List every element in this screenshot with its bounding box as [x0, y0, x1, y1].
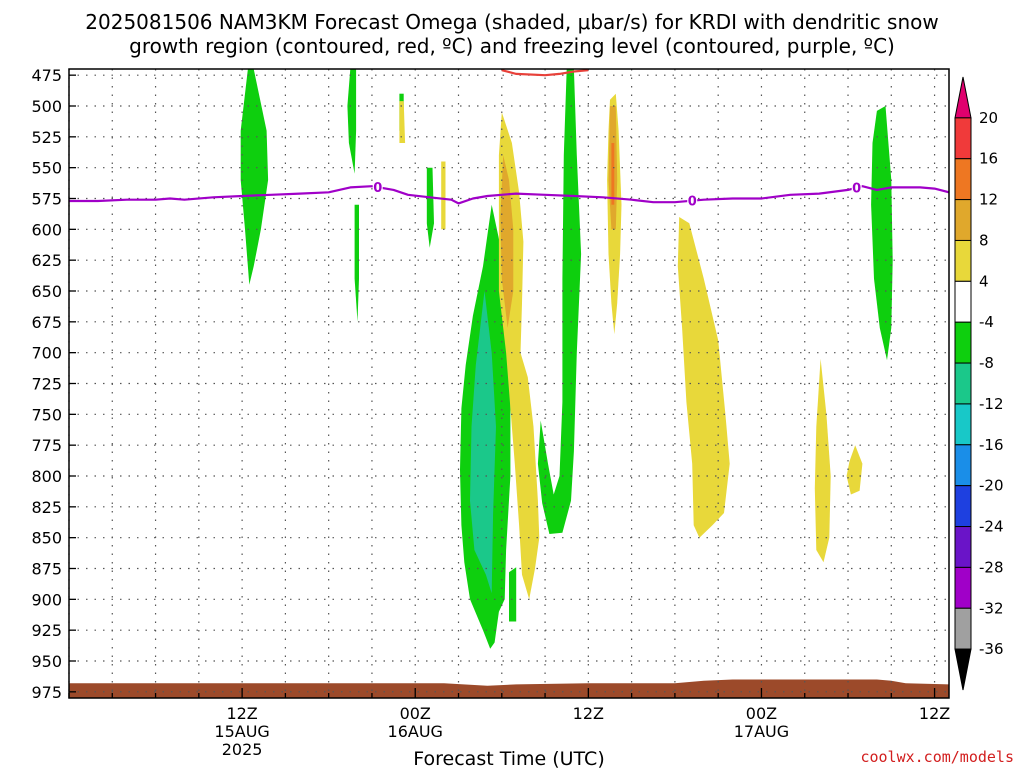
colorbar-label: -24 — [979, 518, 1004, 536]
y-axis: 475 500 525 550 575 600 625 650 675 700 725 750 775 8… — [31, 66, 76, 702]
terrain-fill — [69, 679, 949, 698]
y-tick-label: 875 — [31, 560, 62, 579]
chart-title-line2: growth region (contoured, red, ºC) and f… — [129, 34, 895, 58]
credit-text: coolwx.com/models — [860, 748, 1014, 766]
colorbar-label: 4 — [979, 272, 989, 290]
x-axis-label: Forecast Time (UTC) — [413, 748, 604, 768]
freezing-label-bg — [372, 179, 383, 195]
colorbar-label: -16 — [979, 436, 1004, 454]
colorbar-label: -8 — [979, 354, 994, 372]
y-tick-label: 675 — [31, 313, 62, 332]
omega-region — [354, 204, 359, 322]
colorbar-segment — [954, 321, 972, 364]
omega-region — [814, 358, 831, 563]
omega-region — [240, 69, 269, 285]
omega-region — [399, 101, 406, 143]
colorbar-segment — [954, 403, 972, 446]
colorbar-label: -36 — [979, 640, 1004, 658]
x-tick-label: 12Z — [226, 704, 257, 723]
x-tick-label: 00Z — [746, 704, 777, 723]
freezing-label-bg — [687, 192, 698, 208]
colorbar-label: 16 — [979, 150, 998, 168]
colorbar-segment — [954, 607, 972, 650]
y-tick-label: 475 — [31, 66, 62, 85]
snow-growth-contour — [501, 69, 589, 77]
y-tick-label: 975 — [31, 683, 62, 702]
colorbar-segment — [954, 526, 972, 568]
y-tick-label: 500 — [31, 97, 62, 116]
colorbar-segment — [954, 280, 972, 323]
omega-layer — [240, 69, 893, 649]
colorbar-segment — [954, 158, 972, 201]
colorbar-label: -20 — [979, 477, 1004, 495]
y-tick-label: 550 — [31, 159, 62, 178]
y-tick-label: 575 — [31, 190, 62, 209]
x-tick-label: 12Z — [573, 704, 604, 723]
freezing-level-label: 0 — [688, 195, 697, 210]
y-tick-label: 900 — [31, 590, 62, 609]
omega-region — [441, 161, 446, 230]
contour-layer: 0 0 0 — [69, 69, 949, 210]
colorbar-segment — [954, 239, 972, 282]
colorbar-cap-bottom — [954, 648, 972, 691]
colorbar-label: -4 — [979, 313, 994, 331]
colorbar-segment — [954, 444, 972, 487]
omega-region — [846, 445, 863, 495]
freezing-level-line — [69, 185, 949, 205]
x-tick-label: 16AUG — [388, 722, 443, 741]
colorbar-label: 8 — [979, 231, 989, 249]
omega-region — [871, 106, 893, 361]
freezing-label-bg — [851, 179, 862, 195]
y-tick-label: 625 — [31, 251, 62, 270]
y-tick-label: 825 — [31, 498, 62, 517]
y-tick-label: 725 — [31, 375, 62, 394]
y-tick-label: 525 — [31, 128, 62, 147]
y-tick-label: 650 — [31, 282, 62, 301]
omega-region — [537, 69, 582, 534]
omega-region — [611, 143, 615, 205]
colorbar-label: -28 — [979, 558, 1004, 576]
colorbar-label: 12 — [979, 191, 998, 209]
y-tick-label: 700 — [31, 344, 62, 363]
colorbar-label: -32 — [979, 599, 1004, 617]
chart-title-line1: 2025081506 NAM3KM Forecast Omega (shaded… — [85, 10, 938, 34]
y-tick-label: 950 — [31, 652, 62, 671]
x-tick-label: 00Z — [400, 704, 431, 723]
y-tick-label: 925 — [31, 621, 62, 640]
freezing-level-label: 0 — [373, 181, 382, 196]
y-tick-label: 775 — [31, 436, 62, 455]
grid-layer — [68, 69, 949, 698]
x-tick-label: 2025 — [222, 740, 263, 759]
terrain-layer — [69, 679, 949, 698]
colorbar-cap-top — [954, 76, 972, 119]
omega-region — [426, 167, 434, 248]
y-tick-label: 750 — [31, 405, 62, 424]
colorbar-segment — [954, 362, 972, 405]
x-tick-label: 15AUG — [214, 722, 269, 741]
freezing-level-label: 0 — [852, 182, 861, 197]
colorbar: 20 16 12 8 4 -4 -8 -12 -16 -20 -24 -28 -32 -36 — [954, 76, 1004, 691]
colorbar-label: 20 — [979, 109, 998, 127]
plot-area: 0 0 0 — [68, 68, 950, 699]
omega-region — [347, 69, 357, 174]
y-tick-label: 850 — [31, 529, 62, 548]
x-tick-label: 17AUG — [734, 722, 789, 741]
x-tick-label: 12Z — [919, 704, 950, 723]
omega-region — [509, 567, 517, 622]
colorbar-segment — [954, 199, 972, 241]
colorbar-segment — [954, 117, 972, 160]
colorbar-segment — [954, 566, 972, 609]
y-tick-label: 800 — [31, 467, 62, 486]
colorbar-segment — [954, 485, 972, 528]
omega-region — [677, 217, 730, 538]
y-tick-label: 600 — [31, 220, 62, 239]
omega-region — [470, 291, 496, 594]
colorbar-label: -12 — [979, 395, 1004, 413]
